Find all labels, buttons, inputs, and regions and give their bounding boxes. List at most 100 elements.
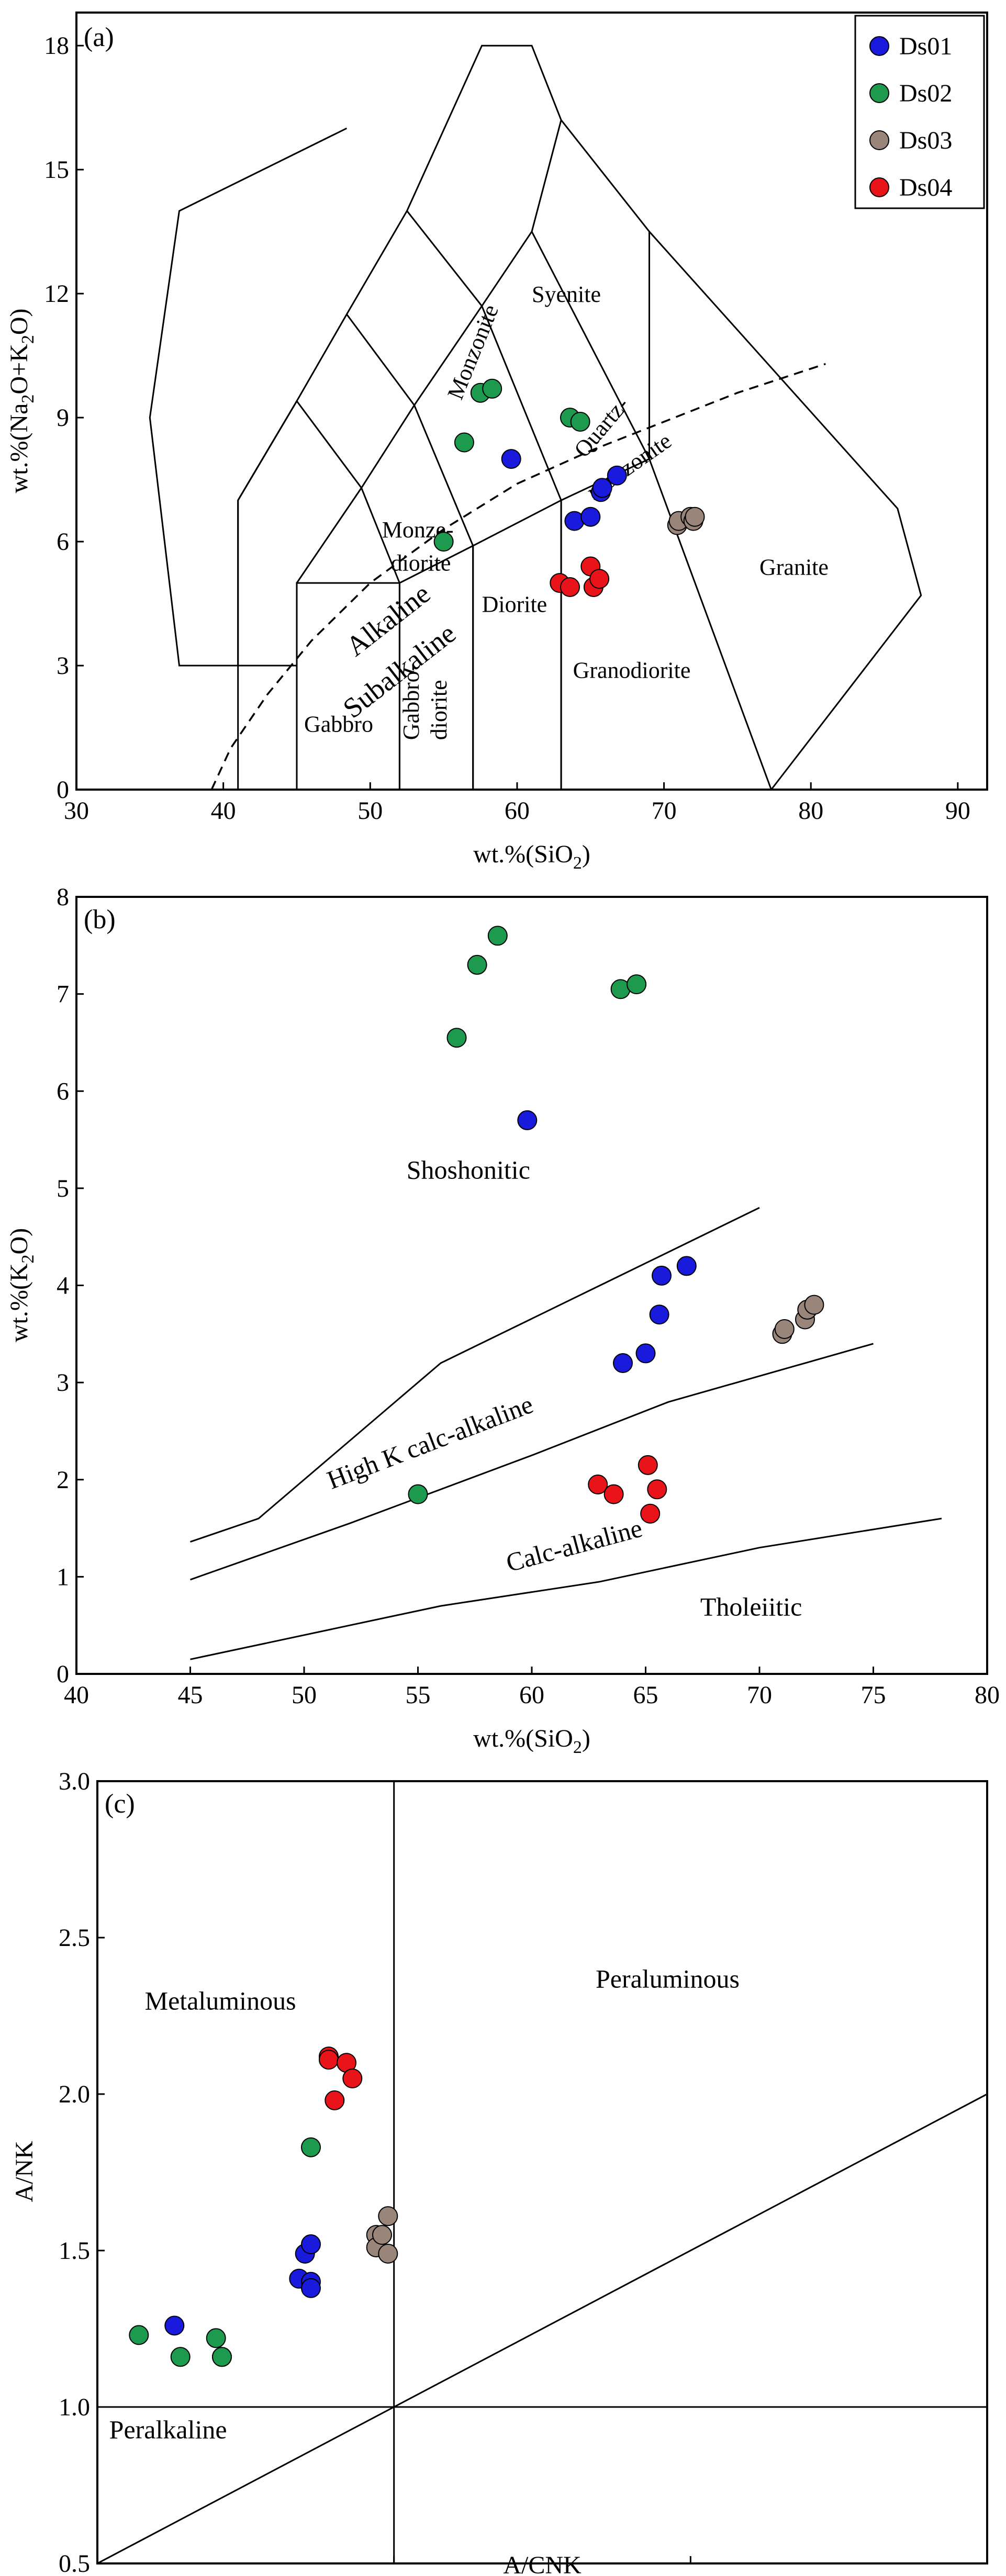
- point-ds04: [640, 1503, 661, 1524]
- field-label-metaluminous: Metaluminous: [145, 1986, 296, 2016]
- panel-c-x-axis-label: A/CNK: [503, 2551, 582, 2576]
- x-tick-label: 60: [519, 1681, 544, 1709]
- y-tick-label: 1.0: [59, 2393, 90, 2421]
- y-tick-label: 3: [57, 1369, 69, 1397]
- panel-b-x-axis-label: wt.%(SiO2): [473, 1725, 590, 1757]
- y-tick-label: 1: [57, 1563, 69, 1591]
- legend-label-ds02: Ds02: [899, 80, 952, 107]
- point-ds04: [603, 1484, 624, 1504]
- point-ds01: [501, 449, 521, 469]
- panel-b-series-boundaries: [190, 1207, 942, 1660]
- point-ds01: [301, 2278, 321, 2298]
- point-ds01: [613, 1353, 633, 1373]
- legend-marker-ds02: [869, 83, 889, 103]
- y-tick-label: 3.0: [59, 1768, 90, 1795]
- panel-b-data-points: [408, 926, 824, 1524]
- point-ds01: [164, 2315, 185, 2336]
- x-tick-label: 65: [633, 1681, 658, 1709]
- panel-b-label: (b): [84, 905, 116, 935]
- x-tick-label: 40: [211, 797, 236, 825]
- y-tick-label: 0.5: [59, 2550, 90, 2576]
- y-tick-label: 18: [44, 32, 69, 60]
- panel-c-frame: [96, 1780, 988, 2564]
- x-tick-label: 75: [861, 1681, 886, 1709]
- panel-b-x-ticks: 40 45 50 55 60 65 70 75 80: [64, 1667, 1000, 1709]
- point-ds02: [206, 2328, 226, 2348]
- point-ds02: [446, 1028, 467, 1048]
- x-tick-label: 2.0: [971, 2571, 1003, 2576]
- field-label-gabbrodiorite-1: Gabbro-: [398, 663, 424, 740]
- point-ds03: [804, 1295, 824, 1315]
- x-tick-label: 55: [406, 1681, 431, 1709]
- point-ds03: [685, 507, 705, 527]
- field-label-shoshonitic: Shoshonitic: [407, 1155, 530, 1184]
- x-tick-label: 0.5: [82, 2571, 113, 2576]
- legend-label-ds04: Ds04: [899, 174, 952, 201]
- y-tick-label: 9: [57, 404, 69, 432]
- panel-b-y-axis-label: wt.%(K2O): [5, 1228, 38, 1342]
- high-k-boundary: [190, 1343, 874, 1581]
- field-label-granodiorite: Granodiorite: [573, 658, 691, 683]
- x-tick-label: 1.5: [675, 2571, 706, 2576]
- y-tick-label: 6: [57, 1077, 69, 1105]
- x-tick-label: 60: [505, 797, 530, 825]
- panel-a-data-points: [433, 378, 705, 597]
- point-ds02: [212, 2347, 232, 2367]
- foid-monzo-boundary: [237, 400, 298, 501]
- field-label-syenite: Syenite: [532, 282, 601, 307]
- point-ds01: [517, 1110, 538, 1130]
- point-ds02: [570, 412, 590, 432]
- y-tick-label: 8: [57, 883, 69, 911]
- y-tick-label: 12: [44, 280, 69, 308]
- field-label-calc-alkaline: Calc-alkaline: [503, 1513, 645, 1578]
- x-tick-label: 30: [64, 797, 89, 825]
- point-ds03: [372, 2225, 392, 2245]
- point-ds04: [589, 569, 610, 589]
- panel-c-field-boundaries: [97, 1781, 988, 2564]
- y-tick-label: 1.5: [59, 2237, 90, 2265]
- legend-label-ds01: Ds01: [899, 32, 952, 60]
- legend-marker-ds04: [869, 177, 889, 197]
- legend-label-ds03: Ds03: [899, 127, 952, 154]
- point-ds04: [647, 1479, 667, 1500]
- granite-boundary: [649, 229, 922, 790]
- point-ds04: [588, 1475, 608, 1494]
- alkaline-subalkaline-divider: [210, 363, 826, 790]
- field-label-peraluminous: Peraluminous: [596, 1964, 740, 1994]
- point-ds04: [560, 577, 580, 597]
- point-ds02: [301, 2137, 321, 2157]
- panel-a-x-ticks: 30 40 50 60 70 80 90: [64, 782, 970, 825]
- tholeiitic-boundary: [190, 1517, 942, 1660]
- x-tick-label: 80: [975, 1681, 1000, 1709]
- panel-a-label: (a): [84, 23, 114, 52]
- panel-c-label: (c): [105, 1789, 135, 1819]
- legend-marker-ds03: [869, 130, 889, 150]
- y-tick-label: 6: [57, 528, 69, 556]
- panel-a-x-axis-label: wt.%(SiO2): [473, 840, 590, 873]
- x-tick-label: 1.0: [378, 2571, 410, 2576]
- shoshonitic-boundary: [190, 1207, 760, 1543]
- x-tick-label: 45: [178, 1681, 203, 1709]
- panel-a-y-ticks: 0 3 6 9 12 15 18: [44, 32, 84, 804]
- x-tick-label: 50: [357, 797, 383, 825]
- point-ds01: [649, 1304, 669, 1325]
- point-ds01: [592, 478, 612, 498]
- x-tick-label: 90: [945, 797, 970, 825]
- field-label-monzodiorite-2: diorite: [391, 550, 451, 576]
- point-ds04: [638, 1455, 658, 1475]
- panel-b-y-ticks: 0 1 2 3 4 5 6 7 8: [57, 883, 84, 1688]
- field-label-tholeiitic: Tholeiitic: [700, 1592, 802, 1622]
- monzo-upper-boundary: [296, 120, 562, 583]
- point-ds03: [378, 2244, 398, 2264]
- point-ds02: [627, 974, 647, 995]
- point-ds02: [408, 1484, 428, 1504]
- y-tick-label: 2.5: [59, 1924, 90, 1952]
- point-ds02: [487, 926, 508, 946]
- monzodiorite-boundary: [346, 313, 474, 546]
- point-ds02: [454, 432, 474, 453]
- panel-a-y-axis-label: wt.%(Na2O+K2O): [5, 309, 38, 493]
- y-tick-label: 0: [57, 776, 69, 804]
- field-label-high-k-calc-alkaline: High K calc-alkaline: [323, 1389, 537, 1495]
